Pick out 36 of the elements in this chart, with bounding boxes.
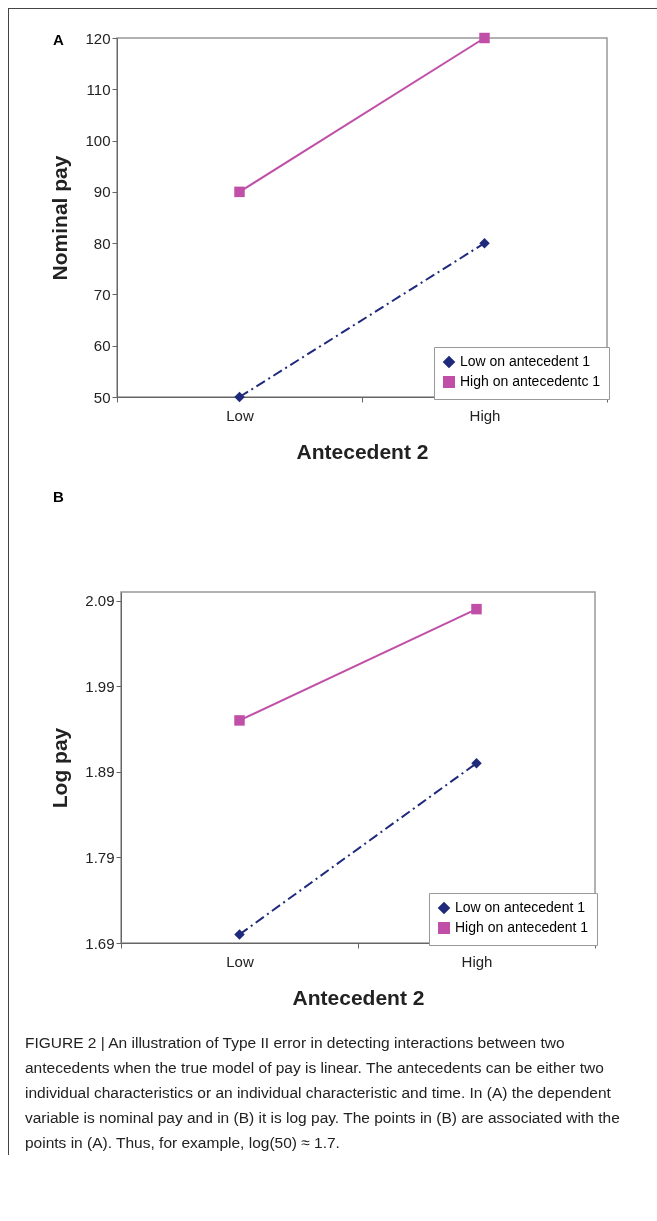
point [471,757,482,769]
y-tick-label: 120 [85,29,111,47]
x-tick-label: Low [226,406,254,424]
y-tick-label: 100 [85,132,111,150]
y-tick-label: 1.69 [85,934,115,952]
y-tick-label: 70 [93,285,111,303]
point [479,32,490,44]
x-axis-title: Antecedent 2 [292,985,425,1009]
x-tick-label: High [469,406,501,424]
legend-label: High on antecedent 1 [455,919,589,935]
y-axis-title: Log pay [48,727,72,809]
y-tick-label: 90 [93,183,111,201]
point [234,715,245,726]
y-axis-title: Nominal pay [48,155,72,281]
legend-label: Low on antecedent 1 [455,899,586,915]
text: A [53,31,64,48]
point [479,237,490,249]
y-tick-label: 2.09 [85,592,115,610]
legend-label: Low on antecedent 1 [460,353,591,369]
y-tick-label: 1.79 [85,848,115,866]
point [234,929,245,940]
x-tick-label: Low [226,952,254,970]
y-tick-label: 1.99 [85,677,115,695]
point [471,603,482,615]
point [234,391,245,403]
text: B [53,488,64,505]
legend-label: High on antecedentc 1 [460,373,601,389]
caption: FIGURE 2 | An illustration of Type II error in detecting interactions between two antecedents when the true model of pay is linear. The antecedents can be either two individual characteristics or an individual characteristic and time. In (A) the dependent variable is nominal pay and in (B) it is log pay. The points in (B) are associated with the points in (A). Thus, for example, log(50) ≈ 1.7. [25,1033,621,1153]
x-tick-label: High [461,952,493,970]
y-tick-label: 110 [86,80,111,98]
point [234,186,245,198]
y-tick-label: 1.89 [85,763,115,781]
y-tick-label: 60 [93,337,111,355]
x-axis-title: Antecedent 2 [296,439,429,463]
y-tick-label: 80 [93,234,111,252]
y-tick-label: 50 [93,388,111,406]
